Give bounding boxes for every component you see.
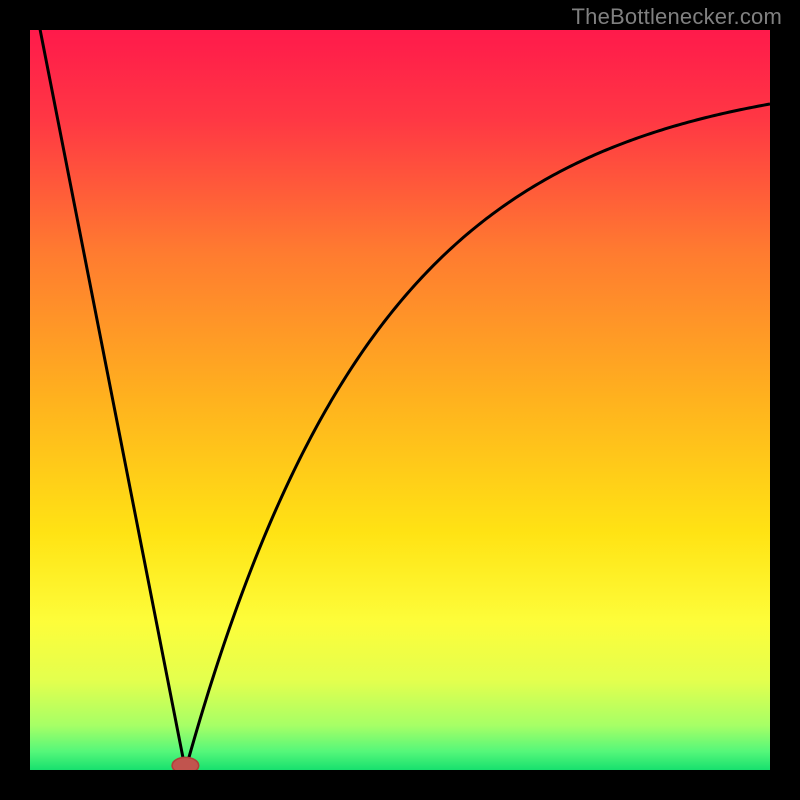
chart-svg [30,30,770,770]
gradient-background [30,30,770,770]
plot-area [30,30,770,770]
watermark-text: TheBottlenecker.com [572,4,782,30]
minimum-marker [172,757,199,770]
chart-frame: TheBottlenecker.com [0,0,800,800]
